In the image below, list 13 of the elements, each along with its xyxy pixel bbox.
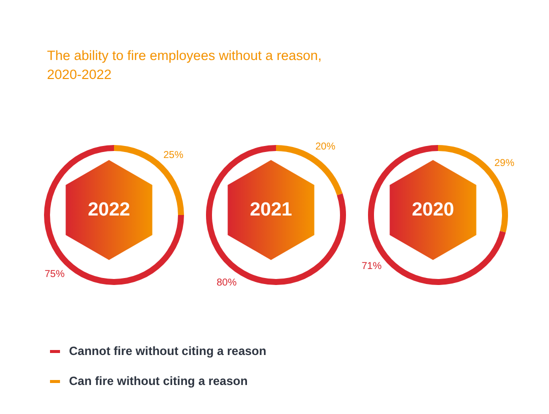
donut-slice: [44, 145, 184, 285]
text: 2021: [250, 200, 293, 220]
data-label: 75%: [44, 268, 65, 280]
text: 2020: [412, 200, 454, 220]
data-label: 71%: [362, 260, 382, 272]
text: The ability to fire employees without a reason, 2020-2022: [47, 47, 323, 84]
data-label: 80%: [216, 277, 237, 288]
data-label: 29%: [494, 158, 514, 170]
legend-label: Cannot fire without citing a reason: [69, 344, 266, 358]
legend-label: Can fire without citing a reason: [69, 374, 248, 388]
data-label: 25%: [163, 150, 184, 162]
text: 2022: [88, 200, 130, 220]
data-label: 20%: [315, 142, 336, 153]
